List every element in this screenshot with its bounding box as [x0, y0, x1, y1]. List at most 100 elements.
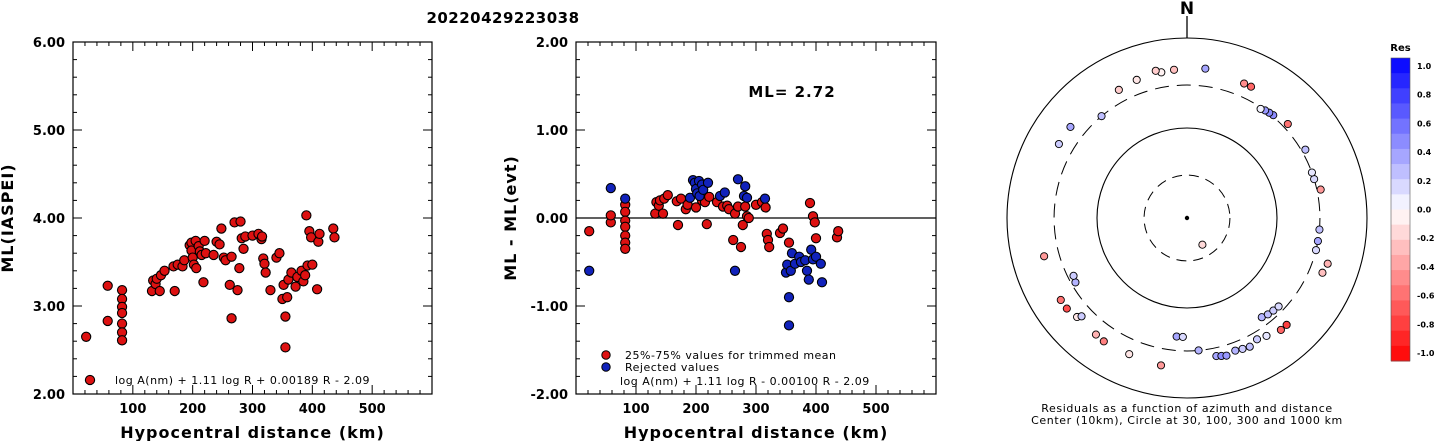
data-point [329, 232, 340, 243]
data-point [620, 221, 631, 232]
x-tick-label: 200 [682, 402, 709, 417]
data-point [274, 248, 285, 259]
data-point [290, 281, 301, 292]
x-axis-label: Hypocentral distance (km) [120, 423, 385, 441]
residual-point [1040, 252, 1049, 261]
data-point [102, 315, 113, 327]
residual-point [1323, 259, 1332, 268]
data-point [701, 219, 712, 230]
data-point [234, 263, 245, 274]
y-tick-label: -1.00 [531, 300, 568, 315]
residual-point [1097, 112, 1106, 121]
residual-point [1099, 337, 1108, 346]
residual-point [1069, 271, 1078, 280]
colorbar-tick-label: -0.4 [1417, 263, 1435, 272]
colorbar-tick-label: 0.2 [1417, 177, 1431, 186]
data-point [328, 223, 339, 234]
data-point [729, 265, 741, 276]
data-point [584, 226, 595, 237]
data-point [728, 234, 739, 246]
residual-point [1071, 278, 1080, 287]
data-point [282, 292, 293, 303]
data-point [314, 228, 325, 239]
colorbar-swatch [1391, 345, 1410, 362]
residual-point [1178, 332, 1187, 341]
colorbar-swatch [1391, 118, 1410, 135]
residual-point [1238, 344, 1247, 353]
residual-point [1262, 331, 1271, 340]
colorbar-swatch [1391, 194, 1410, 210]
ml-annotation: ML= 2.72 [748, 83, 835, 101]
caption-line1: Residuals as a function of azimuth and d… [1041, 402, 1332, 415]
colorbar-swatch [1391, 88, 1410, 104]
data-point [735, 241, 747, 253]
residual-point [1252, 335, 1262, 344]
residual-point [1062, 304, 1071, 313]
residual-point [1169, 65, 1179, 74]
residual-point [1091, 330, 1100, 339]
data-point [214, 239, 225, 250]
data-point [833, 226, 844, 237]
magnitude-vs-distance-chart: 100 200 300 400 500 2.00 3.00 4.00 5.00 6.00 Hypoc… [0, 36, 433, 441]
residual-vs-distance-chart: 100 200 300 400 500 -2.00 -1.00 0.00 1.00 2.00 Hyp… [501, 36, 937, 441]
y-axis-label: ML(IASPEI) [0, 163, 17, 272]
residual-point [1316, 185, 1325, 194]
data-point [584, 265, 595, 276]
residual-point [1318, 268, 1327, 277]
data-point [256, 231, 268, 242]
residual-point [1054, 139, 1063, 149]
data-point [760, 202, 771, 213]
data-point [116, 307, 128, 319]
data-point [743, 212, 754, 224]
residual-point [1274, 302, 1283, 311]
residual-point [1156, 361, 1166, 370]
colorbar-tick-label: -1.0 [1417, 349, 1435, 358]
x-tick-label: 300 [239, 402, 266, 417]
y-tick-label: -2.00 [531, 388, 568, 403]
data-point [759, 193, 771, 204]
residual-colorbar: Res 1.0 0.8 0.6 0.4 0.2 0.0 -0.2 -0.4 -0.6 -0.8 -1.… [1390, 43, 1435, 362]
residual-point [1231, 346, 1240, 355]
data-point [702, 177, 714, 188]
y-tick-label: 3.00 [33, 300, 65, 315]
data-point [216, 223, 227, 234]
residual-point [1222, 351, 1231, 360]
data-point [777, 223, 789, 234]
legend-marker [601, 350, 611, 360]
data-point [280, 342, 291, 353]
data-point [232, 285, 243, 296]
data-point [605, 182, 616, 194]
x-tick-label: 200 [179, 402, 206, 417]
data-point [810, 233, 822, 244]
data-point [208, 249, 219, 261]
colorbar-swatch [1391, 58, 1410, 74]
colorbar-swatch [1391, 148, 1410, 165]
y-tick-label: 6.00 [33, 36, 65, 51]
legend-marker [84, 374, 96, 386]
residual-point [1313, 237, 1322, 246]
data-point [605, 210, 616, 221]
residual-point [1132, 75, 1141, 84]
residual-point [1269, 306, 1278, 315]
y-tick-label: 0.00 [536, 212, 568, 227]
data-point [81, 331, 92, 342]
data-point [737, 219, 748, 231]
x-tick-label: 300 [742, 402, 769, 417]
residual-point [1276, 325, 1285, 334]
data-point [159, 265, 170, 276]
y-tick-label: 1.00 [536, 124, 568, 139]
data-point [116, 318, 128, 329]
event-title: 20220429223038 [426, 9, 579, 27]
data-point [620, 193, 631, 204]
data-point [741, 192, 753, 203]
data-point [226, 251, 237, 262]
colorbar-swatch [1391, 270, 1410, 286]
residual-point [1311, 246, 1321, 255]
colorbar-tick-label: -0.6 [1417, 292, 1435, 301]
data-point [672, 219, 684, 231]
y-tick-label: 2.00 [536, 36, 568, 51]
colorbar-tick-label: 1.0 [1417, 62, 1432, 71]
data-point [300, 270, 311, 281]
colorbar-swatch [1391, 285, 1410, 301]
